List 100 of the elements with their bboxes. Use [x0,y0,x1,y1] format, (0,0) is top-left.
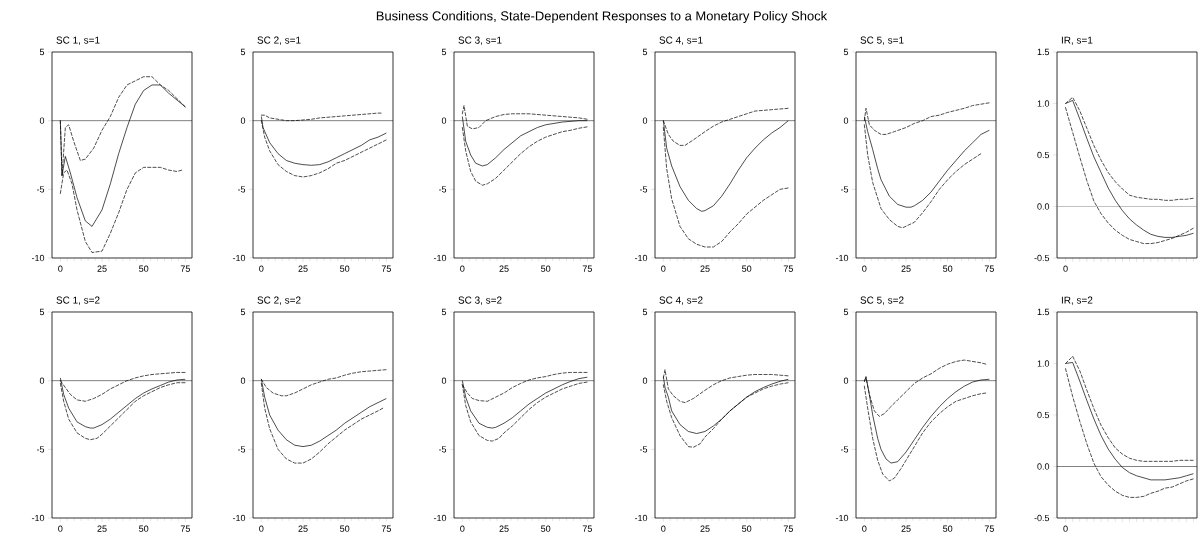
chart-title: SC 4, s=2 [659,296,703,305]
y-tick-label: 0 [240,117,246,124]
x-tick-label: 0 [862,525,867,532]
x-tick-label: 25 [901,525,911,532]
y-tick-label: -5 [840,446,849,453]
y-tick-label: 0 [39,377,45,384]
y-tick-label: -0.5 [1034,514,1050,522]
y-tick-label: 1.5 [1037,48,1050,56]
x-tick-label: 75 [180,525,190,532]
y-tick-label: 0.0 [1037,203,1050,210]
x-tick-label: 75 [783,265,793,272]
x-tick-label: 0 [58,525,63,532]
y-tick-label: -5 [438,446,447,453]
y-tick-label: -5 [36,186,45,193]
chart-title: IR, s=2 [1061,296,1093,305]
y-tick-label: 5 [843,308,849,316]
chart-title: SC 3, s=2 [458,296,502,305]
x-tick-label: 75 [582,525,592,532]
y-tick-label: 0 [39,117,45,124]
y-tick-label: 0 [441,117,447,124]
y-tick-label: 5 [843,48,849,56]
y-tick-label: -5 [639,446,648,453]
x-tick-label: 75 [381,265,391,272]
x-tick-label: 0 [460,525,465,532]
x-tick-label: 50 [340,265,350,272]
x-tick-label: 0 [1063,525,1068,532]
x-tick-label: 50 [541,265,551,272]
y-tick-label: 0 [441,377,447,384]
x-tick-label: 50 [742,525,752,532]
y-tick-label: -5 [237,446,246,453]
x-tick-label: 25 [901,265,911,272]
chart-title: SC 5, s=1 [860,36,904,45]
x-tick-label: 75 [582,265,592,272]
x-tick-label: 0 [661,525,666,532]
x-tick-label: 50 [340,525,350,532]
x-tick-label: 0 [259,525,264,532]
y-tick-label: 0.5 [1037,411,1050,419]
chart-title: SC 4, s=1 [659,36,703,45]
y-tick-label: 5 [642,48,648,56]
x-tick-label: 50 [139,265,149,272]
y-tick-label: -10 [232,254,246,262]
x-tick-label: 75 [783,525,793,532]
x-tick-label: 50 [541,525,551,532]
x-tick-label: 0 [862,265,867,272]
y-tick-label: -5 [36,446,45,453]
y-tick-label: 1.0 [1037,100,1050,107]
y-tick-label: -10 [433,254,447,262]
y-tick-label: -0.5 [1034,254,1050,262]
y-tick-label: 5 [39,308,45,316]
y-tick-label: 1.0 [1037,360,1050,367]
y-tick-label: 1.5 [1037,308,1050,316]
chart-title: SC 1, s=2 [56,296,100,305]
y-tick-label: 5 [240,48,246,56]
x-tick-label: 75 [180,265,190,272]
x-tick-label: 25 [499,265,509,272]
y-tick-label: -10 [634,514,648,522]
chart-title: SC 5, s=2 [860,296,904,305]
x-tick-label: 25 [298,525,308,532]
x-tick-label: 25 [97,525,107,532]
x-tick-label: 0 [460,265,465,272]
x-tick-label: 25 [700,265,710,272]
y-tick-label: -5 [237,186,246,193]
x-tick-label: 75 [381,525,391,532]
y-tick-label: 0.0 [1037,463,1050,470]
text: Business Conditions, State-Dependent Responses to a Monetary Policy Shock [376,10,828,24]
x-tick-label: 0 [58,265,63,272]
y-tick-label: -10 [31,254,45,262]
chart-title: SC 2, s=1 [257,36,301,45]
y-tick-label: 0 [843,377,849,384]
chart-title: SC 2, s=2 [257,296,301,305]
y-tick-label: 0 [642,117,648,124]
y-tick-label: -10 [835,254,849,262]
x-tick-label: 75 [984,265,994,272]
y-tick-label: 0 [642,377,648,384]
y-tick-label: -5 [438,186,447,193]
chart-title: SC 1, s=1 [56,36,100,45]
x-tick-label: 0 [259,265,264,272]
y-tick-label: -5 [840,186,849,193]
x-tick-label: 50 [139,525,149,532]
x-tick-label: 0 [661,265,666,272]
x-tick-label: 50 [943,265,953,272]
y-tick-label: -10 [31,514,45,522]
y-tick-label: 0 [240,377,246,384]
x-tick-label: 75 [984,525,994,532]
y-tick-label: -5 [639,186,648,193]
x-tick-label: 25 [700,525,710,532]
y-tick-label: 5 [441,308,447,316]
y-tick-label: -10 [634,254,648,262]
y-tick-label: -10 [433,514,447,522]
y-tick-label: 0.5 [1037,151,1050,159]
x-tick-label: 0 [1063,265,1068,272]
chart-title: IR, s=1 [1061,36,1093,45]
y-tick-label: 5 [642,308,648,316]
y-tick-label: 0 [843,117,849,124]
x-tick-label: 25 [499,525,509,532]
x-tick-label: 25 [298,265,308,272]
y-tick-label: -10 [835,514,849,522]
chart-title: SC 3, s=1 [458,36,502,45]
y-tick-label: 5 [441,48,447,56]
x-tick-label: 25 [97,265,107,272]
